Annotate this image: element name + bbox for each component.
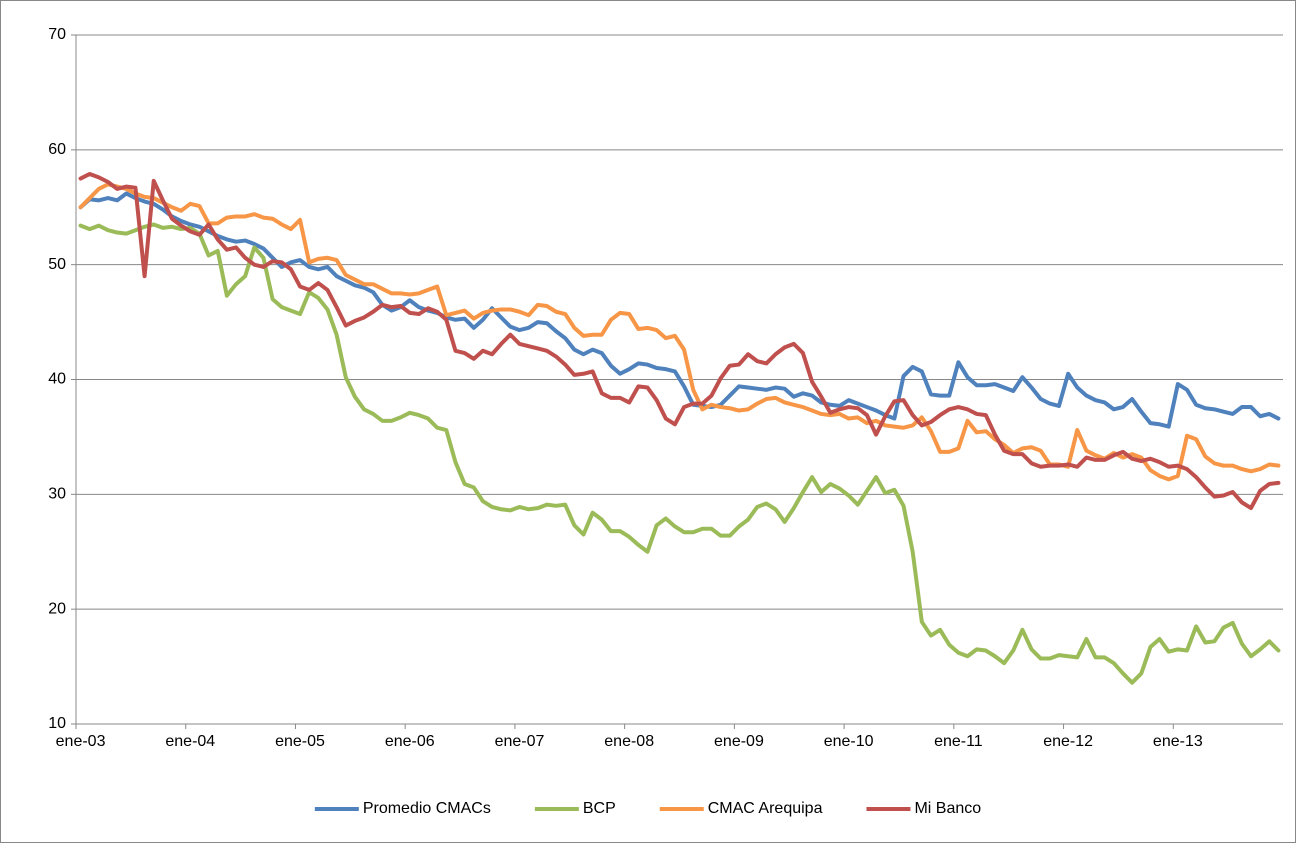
x-tick-label: ene-04	[165, 733, 215, 750]
x-tick-label: ene-05	[275, 733, 325, 750]
x-tick-label: ene-12	[1043, 733, 1093, 750]
data-line	[78, 171, 1281, 511]
x-tick-label: ene-13	[1153, 733, 1203, 750]
x-tick-label: ene-08	[604, 733, 654, 750]
legend-label: CMAC Arequipa	[708, 800, 823, 817]
data-line	[78, 191, 1281, 429]
x-tick-label: ene-09	[714, 733, 764, 750]
y-tick-label: 40	[48, 371, 66, 388]
x-tick-label: ene-10	[824, 733, 874, 750]
y-tick-label: 70	[48, 26, 66, 43]
data-line	[78, 222, 1281, 685]
legend-label: BCP	[583, 800, 616, 817]
y-tick-label: 30	[48, 486, 66, 503]
x-tick-label: ene-06	[385, 733, 435, 750]
legend-label: Mi Banco	[914, 800, 981, 817]
legend-label: Promedio CMACs	[363, 800, 491, 817]
y-tick-label: 20	[48, 600, 66, 617]
x-tick-label: ene-03	[56, 733, 106, 750]
y-tick-label: 60	[48, 141, 66, 158]
x-tick-label: ene-07	[495, 733, 545, 750]
y-tick-label: 50	[48, 256, 66, 273]
x-tick-label: ene-11	[934, 733, 983, 750]
data-line	[78, 182, 1281, 482]
y-tick-label: 10	[48, 715, 66, 732]
